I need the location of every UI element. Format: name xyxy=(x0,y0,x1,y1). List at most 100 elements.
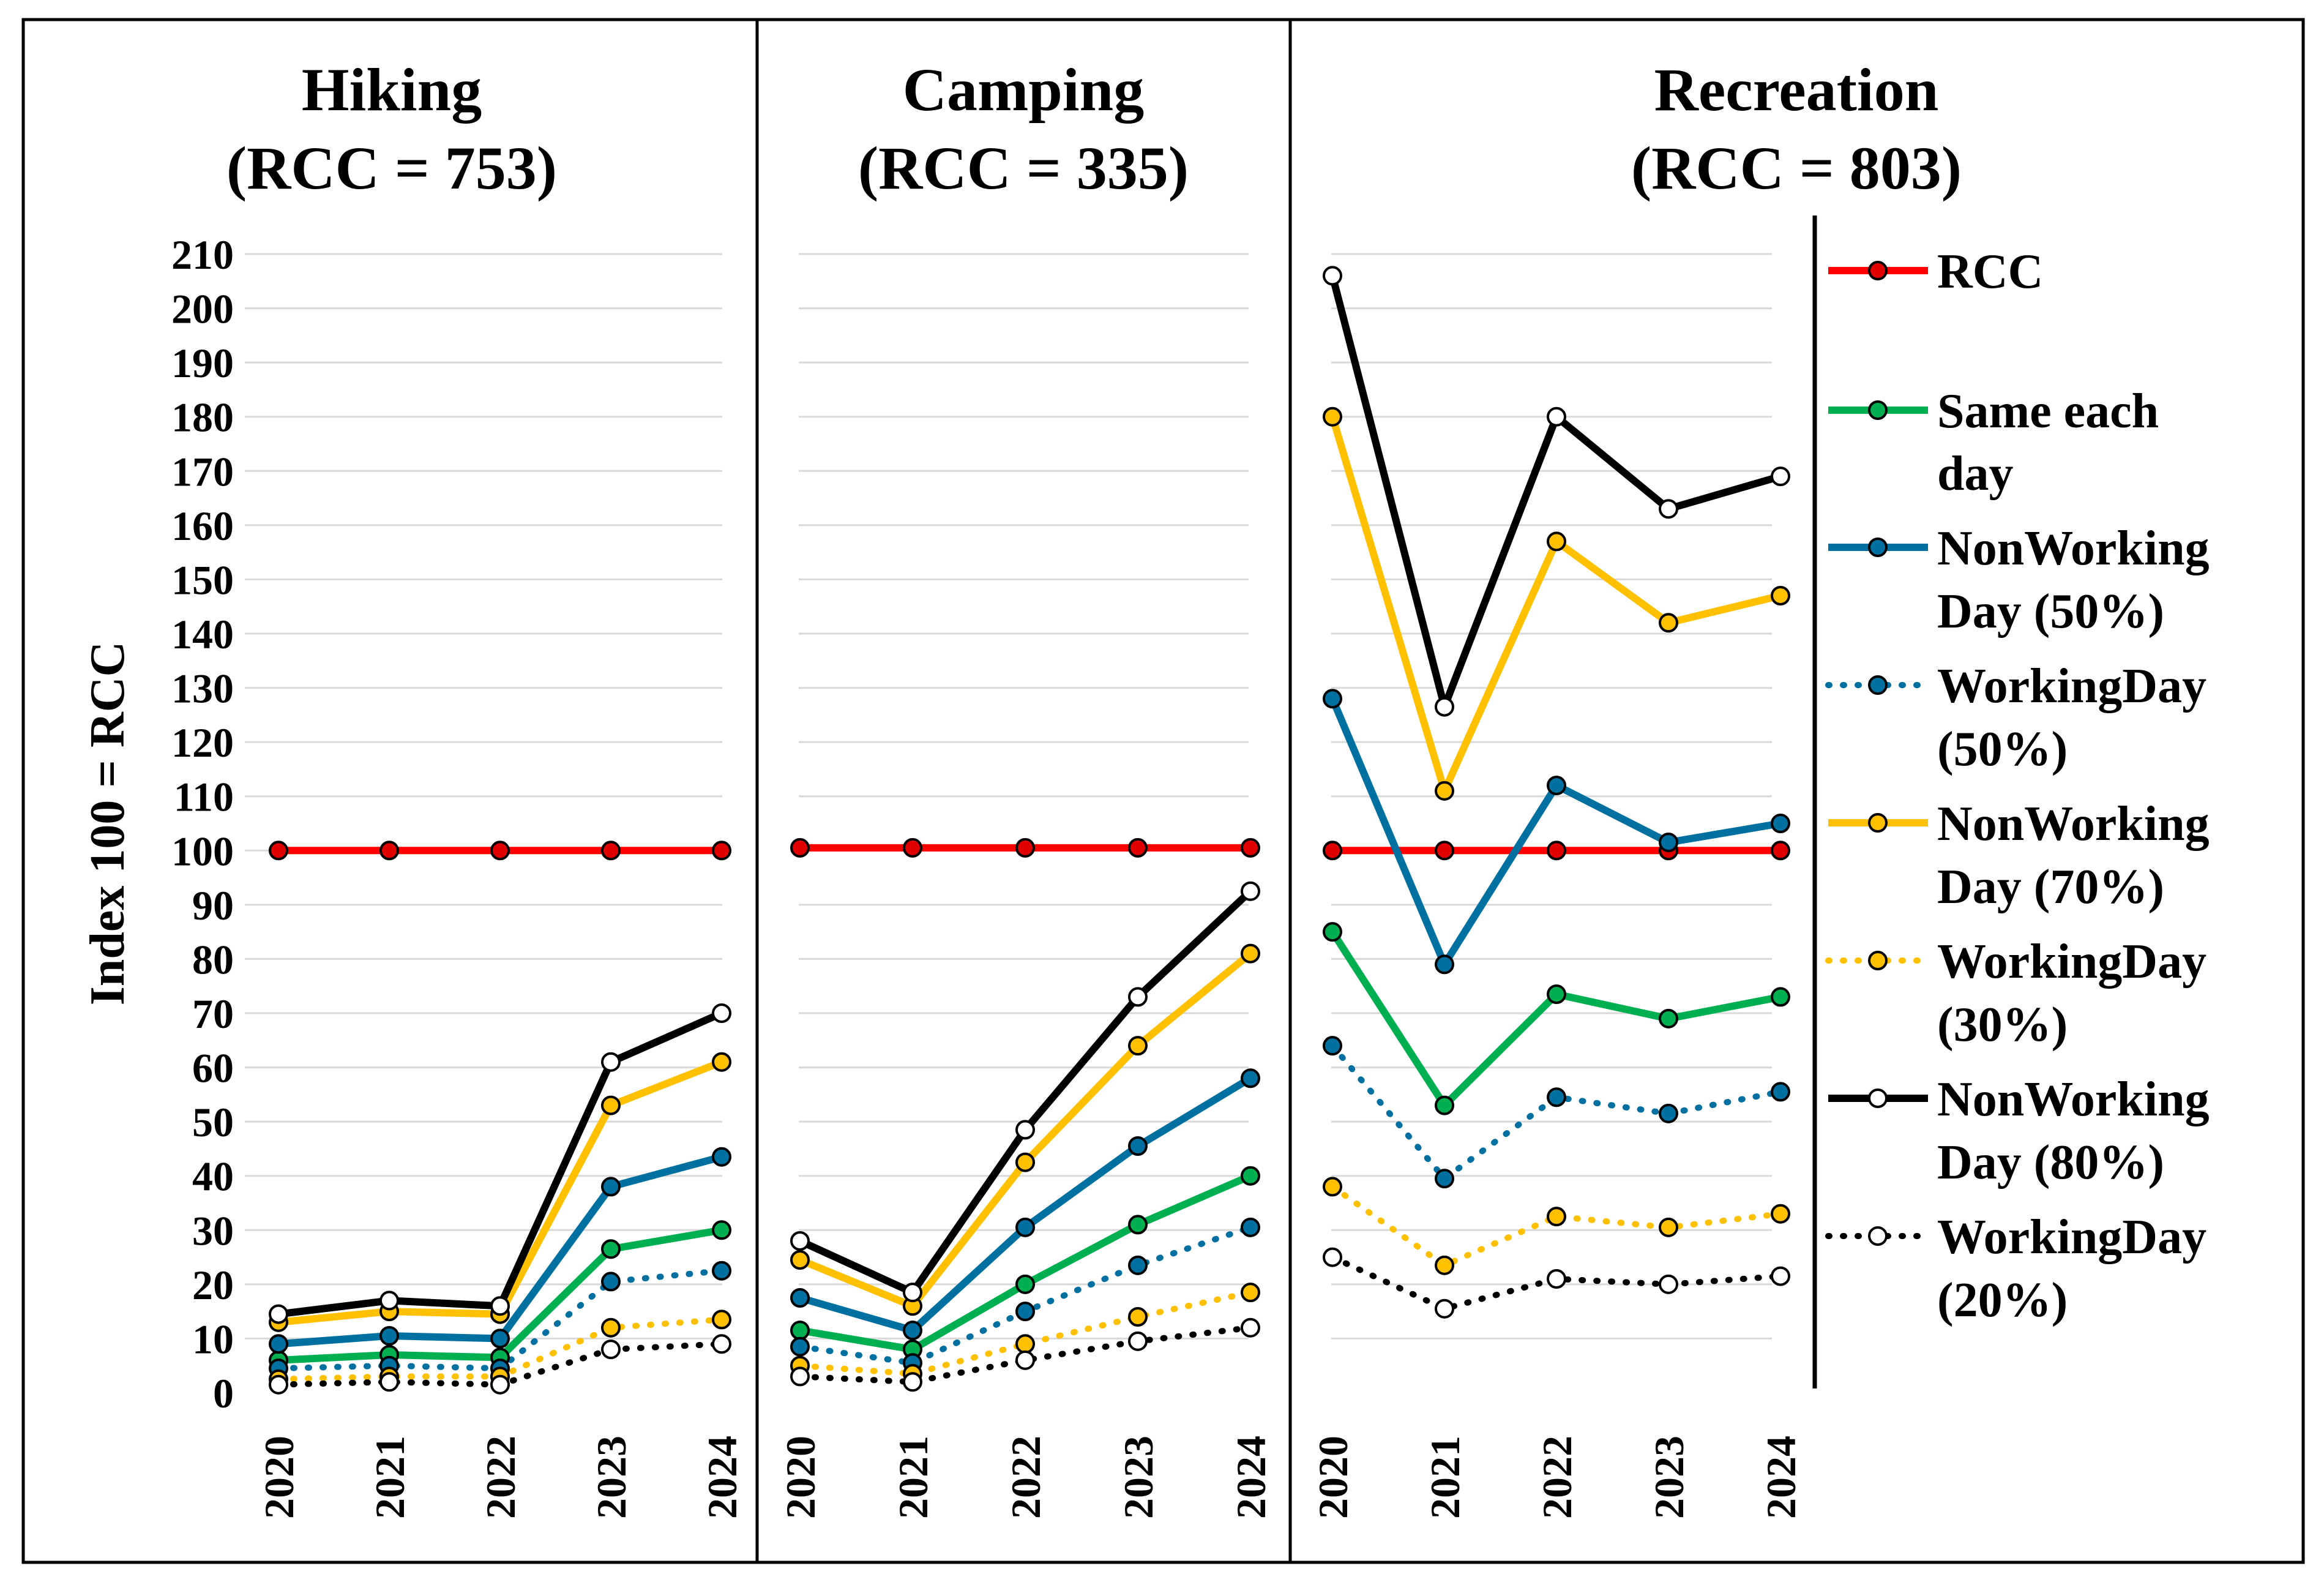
y-tick-label: 100 xyxy=(171,828,234,874)
y-axis-label: Index 100 = RCC xyxy=(81,642,135,1006)
y-tick-label: 120 xyxy=(171,719,234,766)
data-point xyxy=(1659,1103,1678,1123)
data-point xyxy=(601,1340,621,1360)
x-tick-label: 2020 xyxy=(1310,1436,1356,1519)
legend-swatch-marker xyxy=(1868,400,1888,420)
series-line xyxy=(1329,1183,1784,1268)
legend-entry-label: WorkingDay xyxy=(1937,659,2206,713)
legend-swatch-marker xyxy=(1868,813,1888,833)
data-point xyxy=(1241,943,1260,964)
data-point xyxy=(1547,1269,1566,1289)
data-point xyxy=(269,1304,288,1324)
y-tick-label: 10 xyxy=(192,1316,234,1362)
y-tick-label: 30 xyxy=(192,1207,234,1254)
legend-entry-label: day xyxy=(1937,447,2014,501)
legend-swatch-marker xyxy=(1868,675,1888,695)
data-point xyxy=(1128,837,1148,858)
x-tick-label: 2020 xyxy=(256,1436,302,1519)
data-point xyxy=(1547,531,1566,552)
data-point xyxy=(601,1317,621,1338)
series-line xyxy=(797,1324,1254,1385)
data-point xyxy=(601,841,621,861)
data-point xyxy=(1323,841,1342,861)
legend-entry-label: (50%) xyxy=(1937,722,2068,776)
legend-entry-label: Day (80%) xyxy=(1937,1136,2164,1190)
series-line xyxy=(797,1289,1254,1377)
data-point xyxy=(1128,1307,1148,1327)
data-point xyxy=(490,1374,510,1395)
y-tick-label: 50 xyxy=(192,1099,234,1145)
data-point xyxy=(601,1239,621,1259)
legend-entry-label: WorkingDay xyxy=(1937,1210,2206,1264)
data-point xyxy=(1547,841,1566,861)
gridlines xyxy=(245,253,1772,1340)
data-point xyxy=(1241,1317,1260,1338)
data-point xyxy=(1659,1274,1678,1294)
data-point xyxy=(790,1321,810,1341)
data-point xyxy=(1659,499,1678,519)
data-point xyxy=(1128,1215,1148,1235)
data-point xyxy=(1128,1036,1148,1056)
x-tick-label: 2022 xyxy=(1003,1436,1049,1519)
data-point xyxy=(1128,1255,1148,1275)
data-point xyxy=(1547,1087,1566,1107)
legend-entry-label: NonWorking xyxy=(1937,797,2210,851)
legend-entry-label: (30%) xyxy=(1937,998,2068,1052)
data-point xyxy=(1659,1217,1678,1237)
data-point xyxy=(790,1336,810,1357)
data-point xyxy=(1015,1302,1035,1322)
y-tick-label: 190 xyxy=(171,340,234,386)
data-point xyxy=(1435,954,1454,975)
data-point xyxy=(712,1261,731,1281)
data-point xyxy=(903,1372,922,1392)
x-axis: 2020 2021 2022 2023 2024 2020 2021 2022 2023 2024… xyxy=(256,1436,1804,1519)
y-tick-label: 60 xyxy=(192,1045,234,1092)
y-tick-label: 20 xyxy=(192,1262,234,1308)
y-tick-label: 80 xyxy=(192,936,234,983)
data-point xyxy=(1547,776,1566,795)
legend-entry-label: NonWorking xyxy=(1937,522,2210,575)
y-tick-label: 160 xyxy=(171,503,234,549)
data-point xyxy=(1771,1082,1790,1102)
data-point xyxy=(790,1366,810,1387)
legend-entry-label: WorkingDay xyxy=(1937,935,2206,989)
data-point xyxy=(790,1288,810,1308)
legend-swatch-marker xyxy=(1868,261,1888,280)
legend-swatch-marker xyxy=(1868,1226,1888,1246)
data-point xyxy=(490,1328,510,1349)
x-tick-label: 2021 xyxy=(890,1436,936,1519)
data-point xyxy=(1771,1204,1790,1224)
x-tick-label: 2024 xyxy=(1228,1436,1274,1519)
data-point xyxy=(1547,984,1566,1004)
data-point xyxy=(1771,586,1790,605)
x-tick-label: 2021 xyxy=(367,1436,413,1519)
data-point xyxy=(1323,1036,1342,1056)
x-tick-label: 2022 xyxy=(1534,1436,1580,1519)
legend-entry-label: NonWorking xyxy=(1937,1073,2210,1126)
data-point xyxy=(1435,841,1454,861)
data-point xyxy=(1435,1095,1454,1115)
data-point xyxy=(1323,1177,1342,1197)
data-point xyxy=(269,1334,288,1354)
panel-title-line: Hiking xyxy=(302,56,482,124)
legend-entry-label: (20%) xyxy=(1937,1273,2068,1327)
data-point xyxy=(1659,613,1678,633)
data-point xyxy=(790,1250,810,1270)
data-point xyxy=(1015,1152,1035,1172)
data-point xyxy=(1547,407,1566,427)
data-point xyxy=(1323,922,1342,942)
data-point xyxy=(490,841,510,861)
data-point xyxy=(1128,987,1148,1007)
data-point xyxy=(712,1334,731,1354)
data-point xyxy=(1435,1169,1454,1189)
data-point xyxy=(712,1003,731,1023)
data-point xyxy=(1771,814,1790,833)
panel-title-line: (RCC = 803) xyxy=(1631,134,1962,202)
panel-3-series xyxy=(1323,266,1790,1319)
data-point xyxy=(1435,1255,1454,1275)
legend-swatch-marker xyxy=(1868,538,1888,557)
data-point xyxy=(1128,1136,1148,1156)
data-point xyxy=(1323,1247,1342,1267)
